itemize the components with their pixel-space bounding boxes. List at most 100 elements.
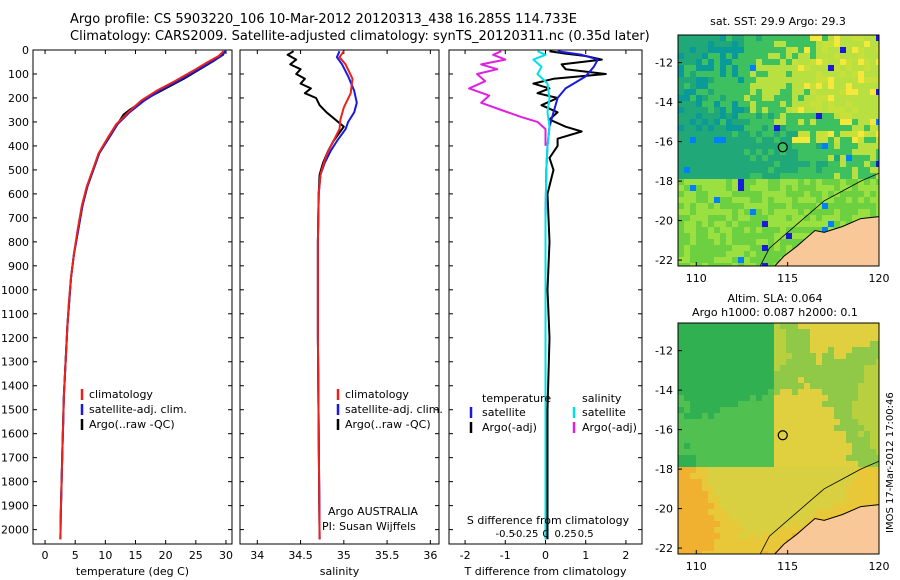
map-cell: [864, 131, 870, 137]
map-cell: [822, 143, 828, 149]
map-cell: [738, 155, 744, 161]
map-cell: [684, 449, 690, 455]
map-cell: [846, 395, 852, 401]
map-cell: [750, 137, 756, 143]
map-cell: [762, 167, 768, 173]
map-cell: [852, 437, 858, 443]
map-cell: [726, 53, 732, 59]
map-cell: [726, 539, 732, 545]
map-cell: [816, 377, 822, 383]
map-cell: [792, 395, 798, 401]
map-cell: [732, 227, 738, 233]
map-cell: [762, 335, 768, 341]
map-cell: [870, 371, 876, 377]
map-cell: [750, 539, 756, 545]
map-cell: [744, 125, 750, 131]
map-cell: [792, 467, 798, 473]
map-cell: [870, 341, 876, 347]
map-cell: [798, 137, 804, 143]
map-cell: [822, 467, 828, 473]
map-cell: [750, 521, 756, 527]
map-cell: [678, 71, 684, 77]
map-cell: [792, 113, 798, 119]
map-cell: [702, 341, 708, 347]
map-cell: [684, 227, 690, 233]
map-cell: [822, 53, 828, 59]
map-cell: [744, 443, 750, 449]
map-cell: [690, 371, 696, 377]
map-cell: [714, 191, 720, 197]
map-cell: [768, 497, 774, 503]
map-cell: [852, 341, 858, 347]
map-cell: [834, 101, 840, 107]
map-cell: [714, 335, 720, 341]
map-cell: [702, 113, 708, 119]
map-cell: [852, 101, 858, 107]
map-cell: [858, 425, 864, 431]
map-cell: [822, 227, 828, 233]
map-cell: [768, 437, 774, 443]
map-cell: [876, 119, 879, 125]
map-cell: [792, 227, 798, 233]
map-cell: [858, 401, 864, 407]
map-cell: [690, 65, 696, 71]
map-cell: [834, 503, 840, 509]
map-cell: [750, 473, 756, 479]
map-cell: [786, 407, 792, 413]
map-cell: [774, 95, 780, 101]
map-cell: [708, 113, 714, 119]
map-cell: [720, 221, 726, 227]
map-cell: [840, 191, 846, 197]
map-cell: [828, 149, 834, 155]
map-cell: [876, 413, 879, 419]
map-cell: [744, 53, 750, 59]
profile-title: Argo profile: CS 5903220_106 10-Mar-2012…: [70, 12, 578, 27]
map-cell: [696, 209, 702, 215]
map-cell: [822, 347, 828, 353]
map-cell: [738, 197, 744, 203]
map-cell: [696, 77, 702, 83]
map-cell: [732, 47, 738, 53]
map-cell: [696, 143, 702, 149]
map-cell: [714, 395, 720, 401]
map-cell: [714, 203, 720, 209]
map-cell: [852, 161, 858, 167]
lon-tick-label: 110: [686, 272, 707, 285]
map-cell: [834, 491, 840, 497]
map-cell: [858, 179, 864, 185]
map-cell: [816, 449, 822, 455]
map-cell: [678, 263, 684, 266]
map-cell: [708, 239, 714, 245]
map-cell: [696, 101, 702, 107]
map-cell: [792, 359, 798, 365]
map-cell: [738, 323, 744, 329]
map-cell: [678, 107, 684, 113]
map-cell: [714, 353, 720, 359]
map-cell: [690, 221, 696, 227]
map-cell: [732, 77, 738, 83]
map-cell: [750, 533, 756, 539]
map-cell: [828, 425, 834, 431]
map-cell: [678, 53, 684, 59]
map-cell: [738, 371, 744, 377]
map-cell: [798, 35, 804, 41]
map-cell: [726, 353, 732, 359]
map-cell: [768, 35, 774, 41]
map-cell: [864, 449, 870, 455]
map-cell: [684, 461, 690, 467]
map-cell: [786, 65, 792, 71]
map-cell: [774, 197, 780, 203]
map-cell: [768, 401, 774, 407]
map-cell: [720, 371, 726, 377]
map-cell: [786, 143, 792, 149]
map-cell: [864, 341, 870, 347]
map-cell: [726, 521, 732, 527]
map-cell: [846, 161, 852, 167]
map-cell: [870, 455, 876, 461]
map-cell: [870, 137, 876, 143]
series-group: [59, 50, 227, 540]
map-cell: [810, 467, 816, 473]
map-cell: [690, 173, 696, 179]
map-cell: [726, 479, 732, 485]
